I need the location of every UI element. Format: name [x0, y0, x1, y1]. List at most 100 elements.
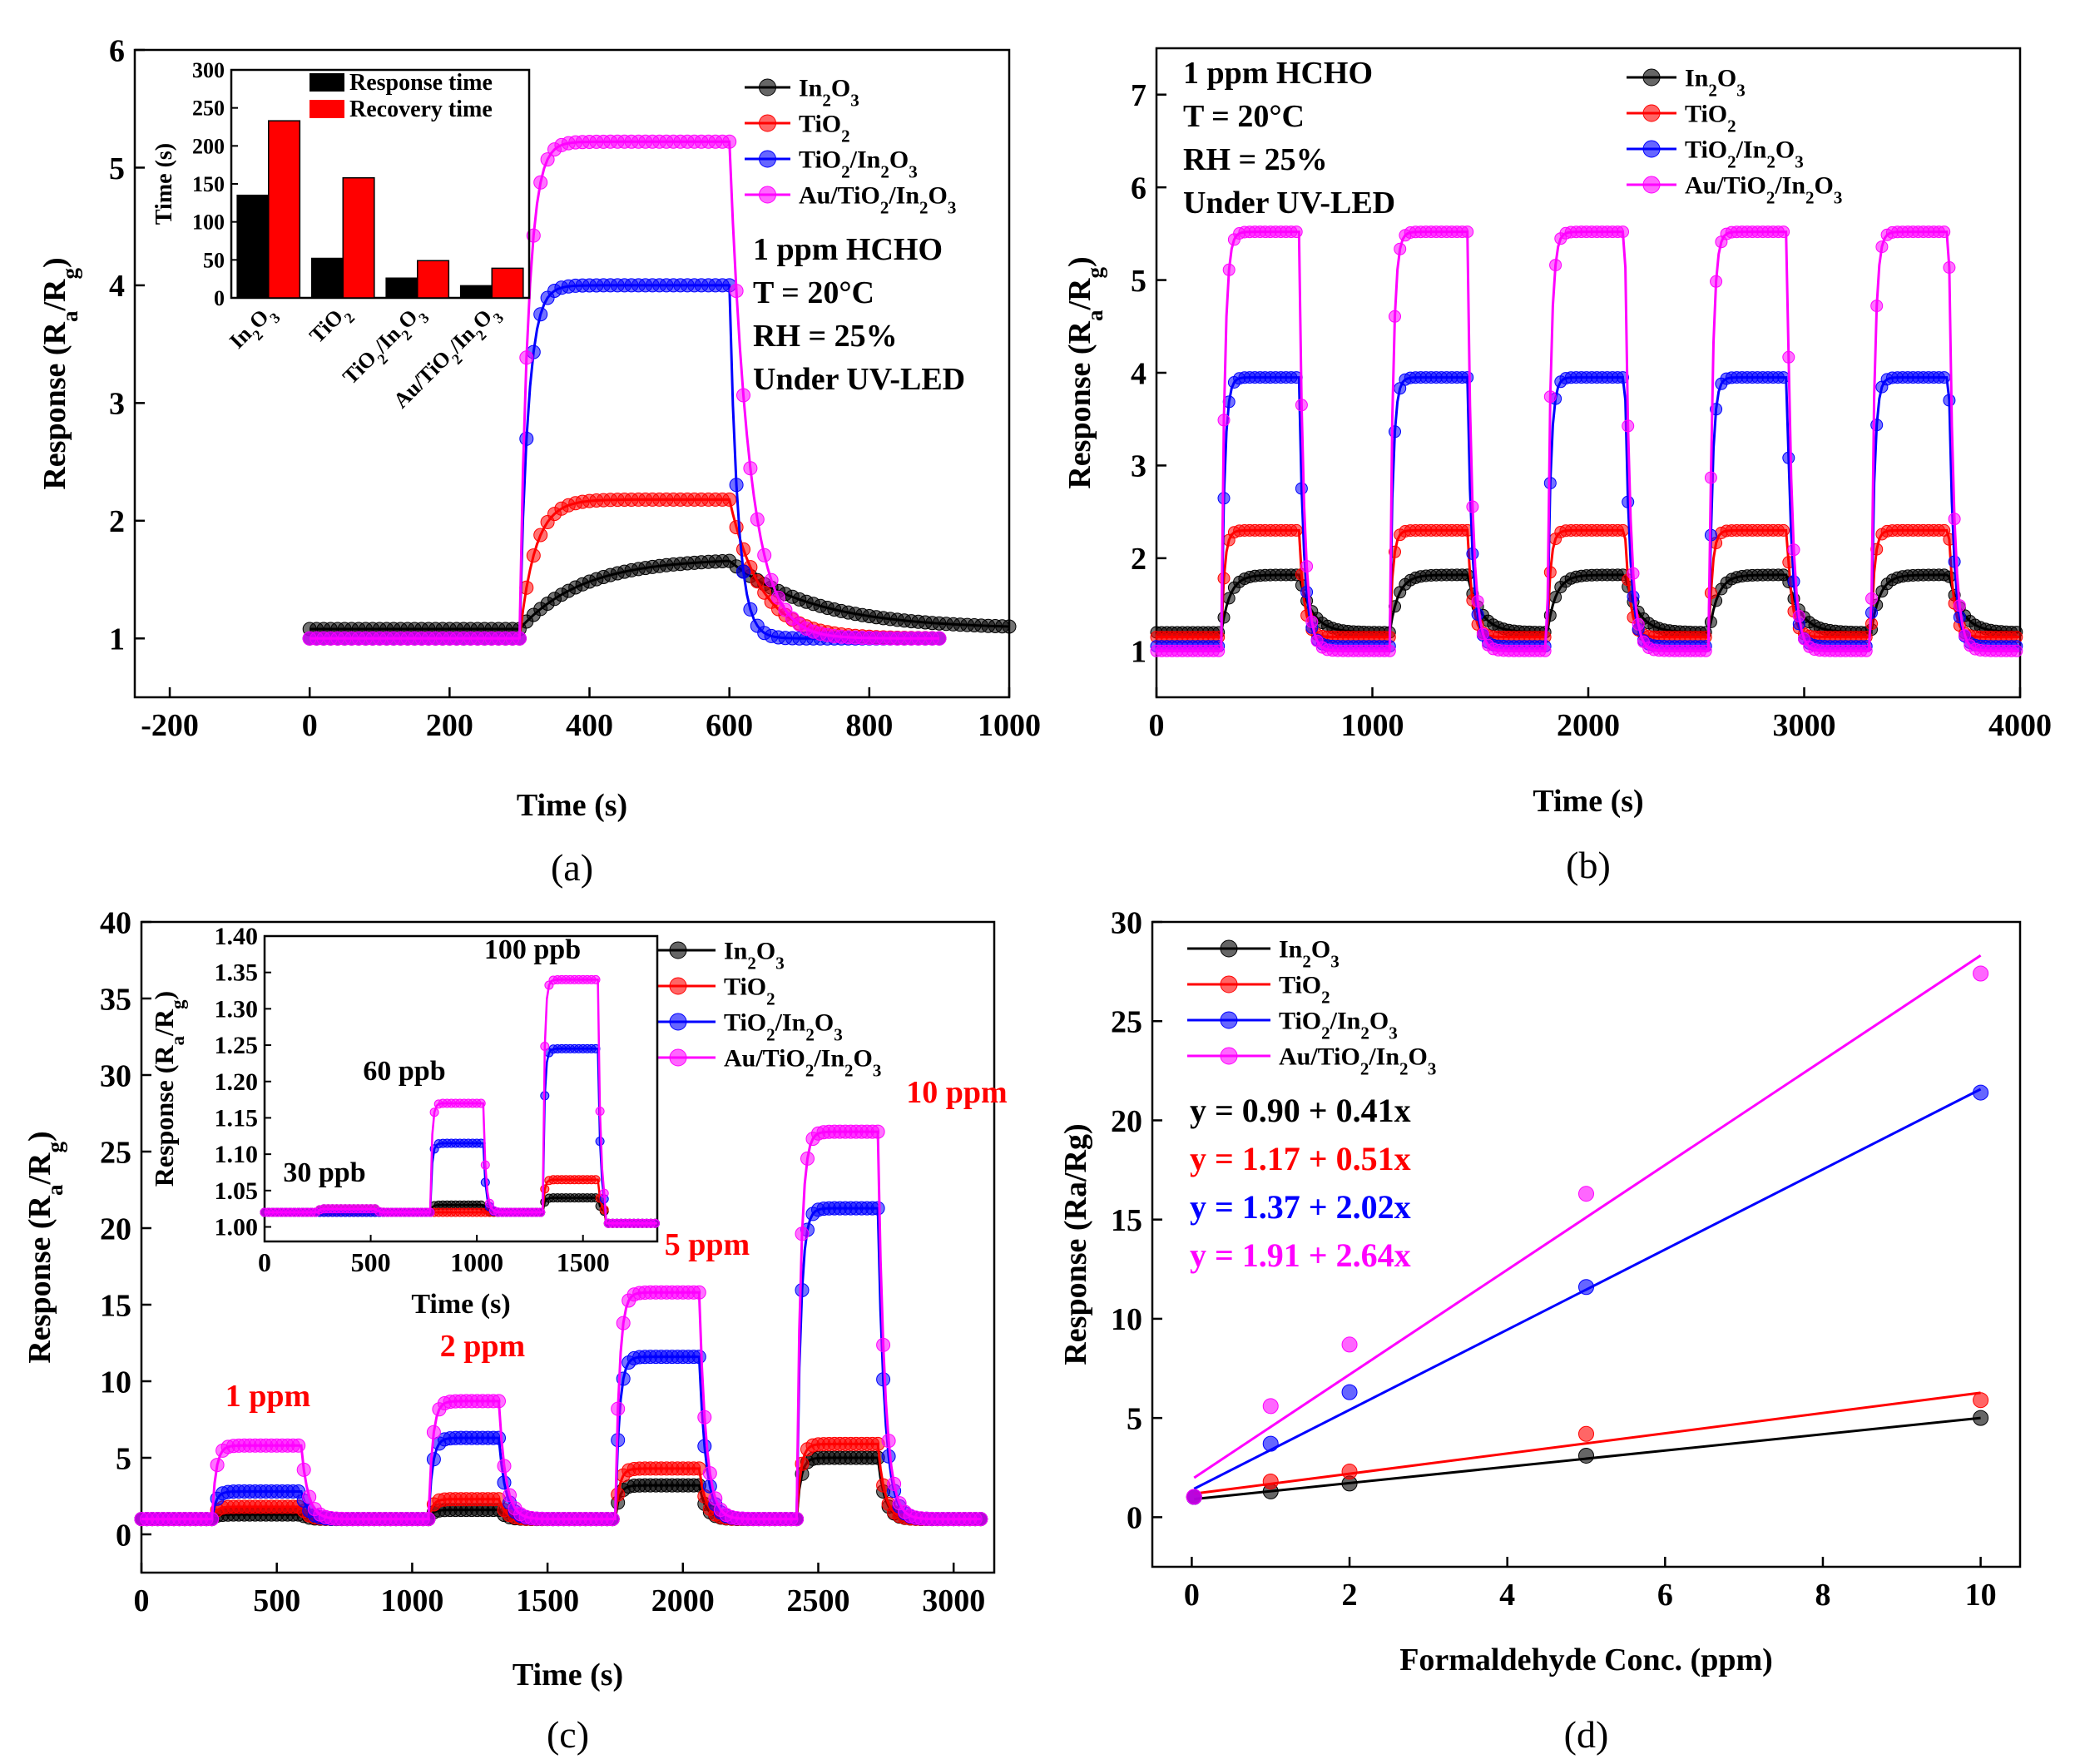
panel-d-point [1973, 965, 1989, 982]
panel-d-legend-3-marker [1220, 1047, 1238, 1065]
panel-a-inset-bar [459, 285, 493, 299]
panel-a-legend-0-marker [759, 78, 776, 97]
panel-a-xlabel: Time (s) [517, 788, 627, 823]
panel-a-inset-ytick-label: 150 [192, 172, 225, 196]
panel-c-inset-ytick-label: 1.15 [215, 1104, 259, 1132]
panel-a-point [736, 542, 750, 557]
panel-b-point [1704, 471, 1717, 484]
panel-b-point [1959, 629, 1972, 642]
panel-c-xtick-label: 2500 [786, 1583, 849, 1618]
panel-a-legend-1-marker [759, 114, 776, 132]
panel-c-point [503, 1488, 517, 1503]
panel-c-ytick-label: 25 [100, 1135, 131, 1170]
panel-b-legend-3-label: Au/TiO2/In2O3 [1685, 172, 1842, 208]
panel-c-point [795, 1283, 810, 1297]
panel-a-point [512, 631, 527, 646]
panel-b-point [1217, 611, 1231, 624]
panel-b-annotation-3: Under UV-LED [1183, 186, 1395, 220]
panel-c-inset-step-label: 60 ppb [363, 1056, 445, 1087]
panel-b-point [1617, 225, 1629, 239]
panel-b-point [1943, 261, 1956, 274]
panel-c-legend-0-marker [669, 941, 687, 959]
panel-b-legend-1-label: TiO2 [1685, 101, 1736, 136]
panel-b-point [1782, 451, 1795, 464]
panel-a-xtick-label: 200 [426, 708, 473, 743]
panel-b-ytick-label: 5 [1131, 264, 1146, 299]
panel-d-ytick-label: 30 [1111, 905, 1142, 940]
panel-c-ytick-label: 35 [100, 982, 131, 1017]
panel-c-point [697, 1439, 712, 1454]
panel-b-point [1710, 275, 1723, 288]
panel-c-inset-xlabel: Time (s) [411, 1289, 510, 1320]
panel-c-point [616, 1316, 631, 1330]
panel-a-inset-ylabel: Time (s) [151, 143, 177, 225]
panel-a-legend-3-marker [759, 186, 776, 204]
panel-a-ytick-label: 1 [109, 622, 125, 657]
panel-c-inset-ytick-label: 1.10 [215, 1141, 259, 1168]
panel-a-inset-ytick-label: 50 [203, 248, 225, 272]
panel-a-point [1002, 619, 1017, 634]
panel-b-point [1632, 617, 1645, 631]
panel-b-point [1538, 644, 1552, 657]
panel-b-point [1627, 590, 1640, 603]
panel-b-point [1222, 592, 1236, 605]
panel-a-inset-ytick-label: 0 [214, 286, 225, 310]
panel-d-legend-2-marker [1220, 1011, 1238, 1029]
panel-b-xtick-label: 0 [1149, 708, 1165, 743]
panel-c-point [691, 1350, 706, 1365]
panel-c-inset-xtick-label: 1500 [557, 1247, 610, 1277]
panel-d-point [1341, 1384, 1358, 1400]
panel-a-xtick-label: 1000 [978, 708, 1041, 743]
panel-a-point [533, 175, 548, 190]
panel-b-point [1948, 513, 1961, 526]
panel-b-ytick-label: 3 [1131, 449, 1146, 484]
panel-c-point [887, 1476, 902, 1491]
panel-a-point [533, 307, 548, 322]
panel-b-legend-2-label: TiO2/In2O3 [1685, 136, 1804, 172]
panel-b-point [1543, 390, 1557, 404]
panel-c-inset-point [480, 1177, 490, 1187]
panel-a-ytick-label: 2 [109, 504, 125, 539]
panel-c-inset-point [599, 1188, 609, 1198]
panel-d-xtick-label: 4 [1499, 1578, 1515, 1613]
panel-a-ylabel: Response (Ra/Rg) [37, 257, 82, 489]
panel-a-point [771, 590, 785, 605]
panel-c-inset-point [650, 1218, 660, 1228]
panel-b-ytick-label: 1 [1131, 635, 1146, 670]
panel-b-ytick-label: 7 [1131, 78, 1146, 113]
panel-b-point [1704, 616, 1717, 628]
panel-c-xtick-label: 1500 [516, 1583, 579, 1618]
panel-a-ytick-label: 3 [109, 387, 125, 422]
panel-d: 0 2 4 6 8 10 0 5 10 15 20 25 30 Formaldehyde Conc. (p… [1058, 905, 2022, 1756]
panel-b-ytick-label: 2 [1131, 542, 1146, 577]
panel-c-inset-xtick-label: 0 [258, 1247, 271, 1277]
panel-d-point [1262, 1435, 1279, 1452]
panel-c-point [611, 1401, 626, 1416]
panel-b-point [1953, 599, 1966, 612]
panel-c-inset-ylabel: Response (Ra/Rg) [149, 991, 188, 1187]
panel-a-plot-area [133, 48, 1011, 699]
panel-a-ytick-label: 6 [109, 33, 125, 68]
panel-a-point [519, 431, 534, 446]
panel-d-equation-2: y = 1.37 + 2.02x [1190, 1188, 1411, 1226]
panel-a-inset-category-label: In2O3 [225, 300, 284, 359]
panel-a-point [526, 228, 541, 243]
panel-c-legend-3-label: Au/TiO2/In2O3 [724, 1045, 881, 1081]
panel-d-fit-line-3 [1193, 954, 1982, 1479]
panel-b-point [1622, 419, 1635, 433]
panel-d-ytick-label: 5 [1127, 1401, 1142, 1436]
panel-c-step-label: 10 ppm [906, 1075, 1007, 1110]
panel-a-xtick-label: 400 [566, 708, 613, 743]
panel-a-inset-bar [310, 257, 344, 299]
panel-d-point [1341, 1336, 1358, 1353]
panel-b-xtick-label: 1000 [1341, 708, 1404, 743]
panel-b-point [1476, 627, 1489, 641]
panel-d-point [1973, 1392, 1989, 1409]
panel-b-point [1290, 523, 1303, 537]
panel-c-inset-point [595, 1107, 605, 1116]
panel-c-point [973, 1512, 988, 1527]
panel-b-point [1466, 500, 1479, 513]
panel-a-legend-3-label: Au/TiO2/In2O3 [799, 182, 956, 218]
